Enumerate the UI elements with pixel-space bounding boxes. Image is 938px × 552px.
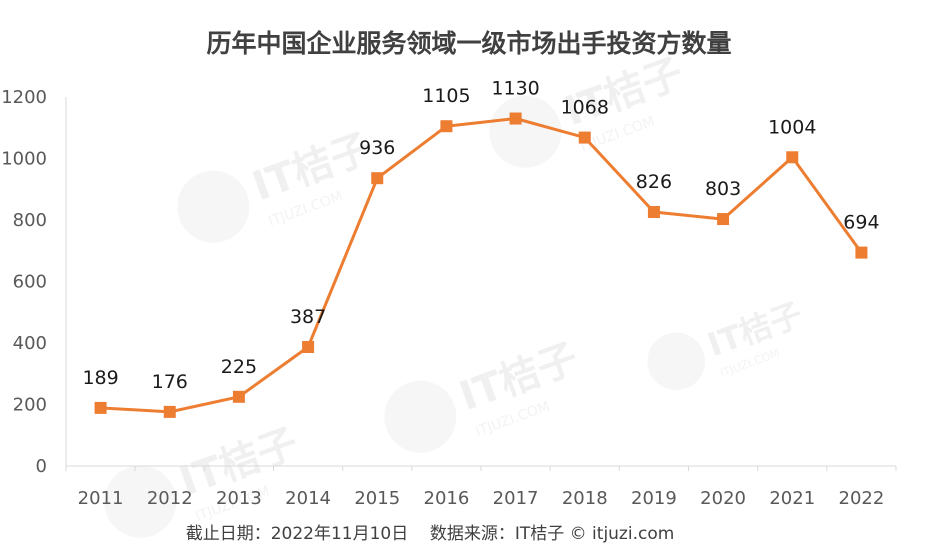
source-footer: 截止日期：2022年11月10日 数据来源：IT桔子 © itjuzi.com: [186, 524, 675, 544]
data-point: [855, 246, 868, 259]
data-label: 189: [82, 367, 118, 389]
y-tick-label: 200: [13, 395, 47, 416]
y-tick-label: 400: [13, 333, 47, 354]
data-label: 176: [152, 371, 188, 393]
watermark-logo-icon: [489, 95, 562, 168]
data-point: [509, 112, 522, 125]
data-labels: 189 176 225 387 936 1105 1130 1068 826 803 1004 694: [82, 78, 879, 393]
data-label: 1068: [561, 97, 609, 119]
data-label: 936: [359, 137, 395, 159]
x-tick-label: 2018: [562, 488, 608, 509]
x-tick-label: 2022: [839, 488, 885, 509]
watermark-brand: IT桔子: [559, 50, 690, 135]
watermark-logo-icon: [647, 332, 706, 391]
y-tick-label: 1200: [1, 87, 47, 108]
data-point: [371, 172, 384, 185]
x-tick-label: 2019: [631, 488, 677, 509]
y-tick-label: 600: [13, 272, 47, 293]
watermark-brand: IT桔子: [454, 335, 585, 420]
y-tick-label: 800: [13, 210, 47, 231]
x-tick-label: 2020: [700, 488, 746, 509]
data-label: 826: [636, 171, 672, 193]
data-point: [786, 151, 799, 164]
x-tick-label: 2012: [147, 488, 193, 509]
x-tick-label: 2017: [493, 488, 539, 509]
data-point: [440, 120, 453, 133]
y-tick-label: 0: [36, 456, 47, 477]
data-label: 1004: [768, 116, 816, 138]
x-tick-label: 2016: [424, 488, 470, 509]
watermark-brand: IT桔子: [247, 125, 378, 210]
watermark-layer: IT桔子ITJUZI.COMIT桔子ITJUZI.COMIT桔子ITJUZI.C…: [104, 50, 807, 538]
data-point: [232, 390, 245, 403]
series-markers: [94, 112, 868, 418]
data-point: [647, 206, 660, 219]
data-label: 387: [290, 306, 326, 328]
data-point: [302, 340, 315, 353]
series-line: [100, 117, 863, 414]
y-tick-label: 1000: [1, 149, 47, 170]
data-label: 1105: [422, 85, 470, 107]
x-tick-label: 2011: [78, 488, 124, 509]
watermark-logo-icon: [177, 170, 250, 243]
watermark-logo-icon: [384, 380, 457, 453]
y-axis-ticks: 0 200 400 600 800 1000 1200: [1, 87, 47, 477]
data-label: 694: [843, 212, 879, 234]
data-label: 225: [221, 356, 257, 378]
data-point: [94, 401, 107, 414]
watermark-logo-icon: [104, 465, 177, 538]
x-tick-label: 2013: [216, 488, 262, 509]
data-label: 1130: [491, 78, 539, 100]
x-tick-label: 2021: [769, 488, 815, 509]
data-point: [578, 131, 591, 144]
x-tick-label: 2015: [354, 488, 400, 509]
x-tick-label: 2014: [285, 488, 331, 509]
chart-title: 历年中国企业服务领域一级市场出手投资方数量: [206, 29, 731, 58]
data-point: [717, 213, 730, 226]
x-axis-ticks: 2011 2012 2013 2014 2015 2016 2017 2018 2019 2020…: [65, 466, 897, 509]
data-label: 803: [705, 178, 741, 200]
data-point: [163, 405, 176, 418]
